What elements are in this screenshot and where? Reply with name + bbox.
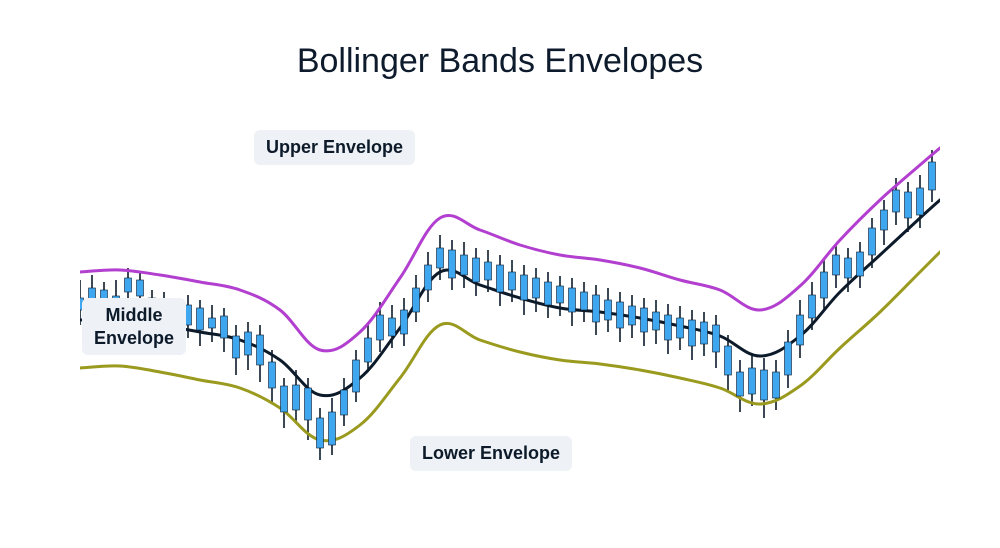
chart-title: Bollinger Bands Envelopes <box>0 42 1000 81</box>
candle-body <box>329 412 336 445</box>
candle-body <box>917 188 924 215</box>
candle-body <box>353 360 360 392</box>
candle-body <box>845 258 852 278</box>
candle-body <box>509 272 516 290</box>
candle-body <box>749 368 756 394</box>
bollinger-chart <box>80 100 940 480</box>
candle-body <box>521 275 528 300</box>
candle-body <box>425 265 432 290</box>
candle-body <box>461 255 468 275</box>
candle-body <box>929 162 936 190</box>
candle-body <box>737 372 744 396</box>
candle-body <box>197 308 204 330</box>
chart-region <box>80 100 940 480</box>
candle-body <box>725 346 732 375</box>
candle-body <box>605 300 612 320</box>
candle-body <box>761 370 768 400</box>
candle-body <box>797 315 804 345</box>
candle-body <box>341 390 348 415</box>
candle-body <box>677 318 684 338</box>
candle-body <box>257 335 264 365</box>
candle-body <box>905 192 912 218</box>
candle-body <box>437 248 444 268</box>
middle-envelope-label: Middle Envelope <box>82 298 186 355</box>
candle-body <box>221 316 228 338</box>
candle-body <box>533 278 540 298</box>
candle-body <box>545 282 552 305</box>
candle-body <box>125 278 132 292</box>
candle-body <box>701 322 708 344</box>
candle-body <box>629 306 636 325</box>
candle-body <box>869 228 876 255</box>
candle-body <box>209 318 216 328</box>
candle-body <box>821 272 828 298</box>
candle-body <box>305 388 312 420</box>
candle-body <box>401 310 408 334</box>
candle-body <box>857 252 864 276</box>
candle-body <box>233 336 240 358</box>
candle-body <box>281 386 288 412</box>
candle-body <box>293 385 300 410</box>
candle-body <box>485 262 492 280</box>
candle-body <box>833 255 840 275</box>
candle-body <box>245 332 252 355</box>
candle-body <box>617 302 624 328</box>
candle-body <box>269 362 276 388</box>
candle-body <box>497 265 504 292</box>
candle-body <box>389 318 396 336</box>
candle-body <box>713 325 720 352</box>
lower-envelope-label: Lower Envelope <box>410 436 572 471</box>
candle-body <box>317 418 324 448</box>
candle-body <box>581 292 588 310</box>
upper-envelope-label: Upper Envelope <box>254 130 415 165</box>
candle-body <box>449 250 456 278</box>
candle-body <box>653 312 660 330</box>
candle-body <box>473 258 480 282</box>
candle-body <box>785 342 792 375</box>
candle-body <box>893 190 900 212</box>
candle-body <box>377 315 384 340</box>
candle-body <box>641 308 648 332</box>
candle-body <box>665 315 672 340</box>
candle-body <box>569 288 576 312</box>
candle-body <box>137 280 144 296</box>
candle-body <box>809 295 816 318</box>
candle-body <box>365 338 372 362</box>
candle-body <box>593 295 600 322</box>
candle-body <box>881 210 888 230</box>
candle-body <box>557 286 564 303</box>
candle-body <box>413 288 420 312</box>
candle-body <box>773 372 780 398</box>
candle-body <box>689 320 696 346</box>
